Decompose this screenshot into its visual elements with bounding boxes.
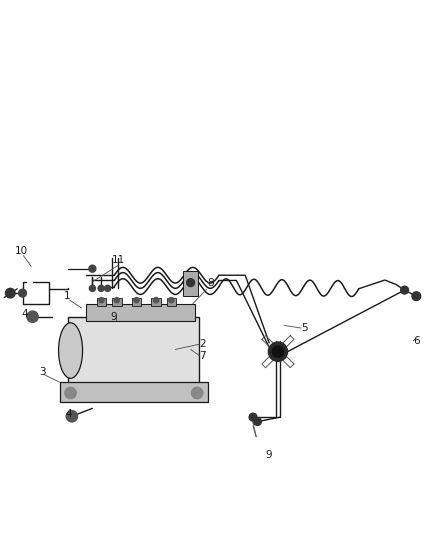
Circle shape: [65, 387, 76, 399]
Text: 4: 4: [21, 309, 28, 319]
Circle shape: [105, 285, 111, 292]
Circle shape: [114, 297, 120, 303]
Text: 7: 7: [199, 351, 206, 361]
Bar: [112, 298, 122, 306]
Circle shape: [89, 265, 96, 272]
Circle shape: [134, 297, 139, 303]
Text: 2: 2: [199, 340, 206, 349]
Circle shape: [6, 288, 15, 298]
Circle shape: [169, 297, 174, 303]
Bar: [60, 382, 208, 402]
Text: 6: 6: [413, 336, 420, 346]
Circle shape: [268, 342, 288, 361]
Circle shape: [249, 413, 257, 421]
Text: 4: 4: [65, 409, 72, 419]
Circle shape: [89, 285, 95, 292]
Ellipse shape: [59, 323, 82, 378]
Text: 9: 9: [266, 450, 272, 460]
Circle shape: [187, 279, 194, 287]
Text: 9: 9: [111, 312, 117, 322]
Text: 10: 10: [14, 246, 28, 256]
Text: 5: 5: [301, 323, 308, 333]
Circle shape: [66, 410, 78, 422]
Bar: [166, 298, 176, 306]
Bar: [132, 298, 141, 306]
Circle shape: [27, 311, 38, 322]
Circle shape: [272, 346, 284, 357]
Circle shape: [99, 297, 104, 303]
Text: 3: 3: [39, 367, 46, 377]
Bar: [151, 298, 161, 306]
Text: 11: 11: [112, 255, 125, 265]
Circle shape: [98, 285, 104, 292]
Bar: [97, 298, 106, 306]
Circle shape: [412, 292, 421, 301]
Circle shape: [401, 286, 409, 294]
Text: 1: 1: [64, 291, 71, 301]
Bar: [86, 304, 195, 321]
Bar: [183, 271, 198, 296]
Circle shape: [18, 289, 26, 297]
Circle shape: [191, 387, 203, 399]
Circle shape: [153, 297, 159, 303]
Text: 8: 8: [207, 278, 213, 288]
Circle shape: [254, 417, 261, 425]
Bar: [68, 317, 199, 384]
